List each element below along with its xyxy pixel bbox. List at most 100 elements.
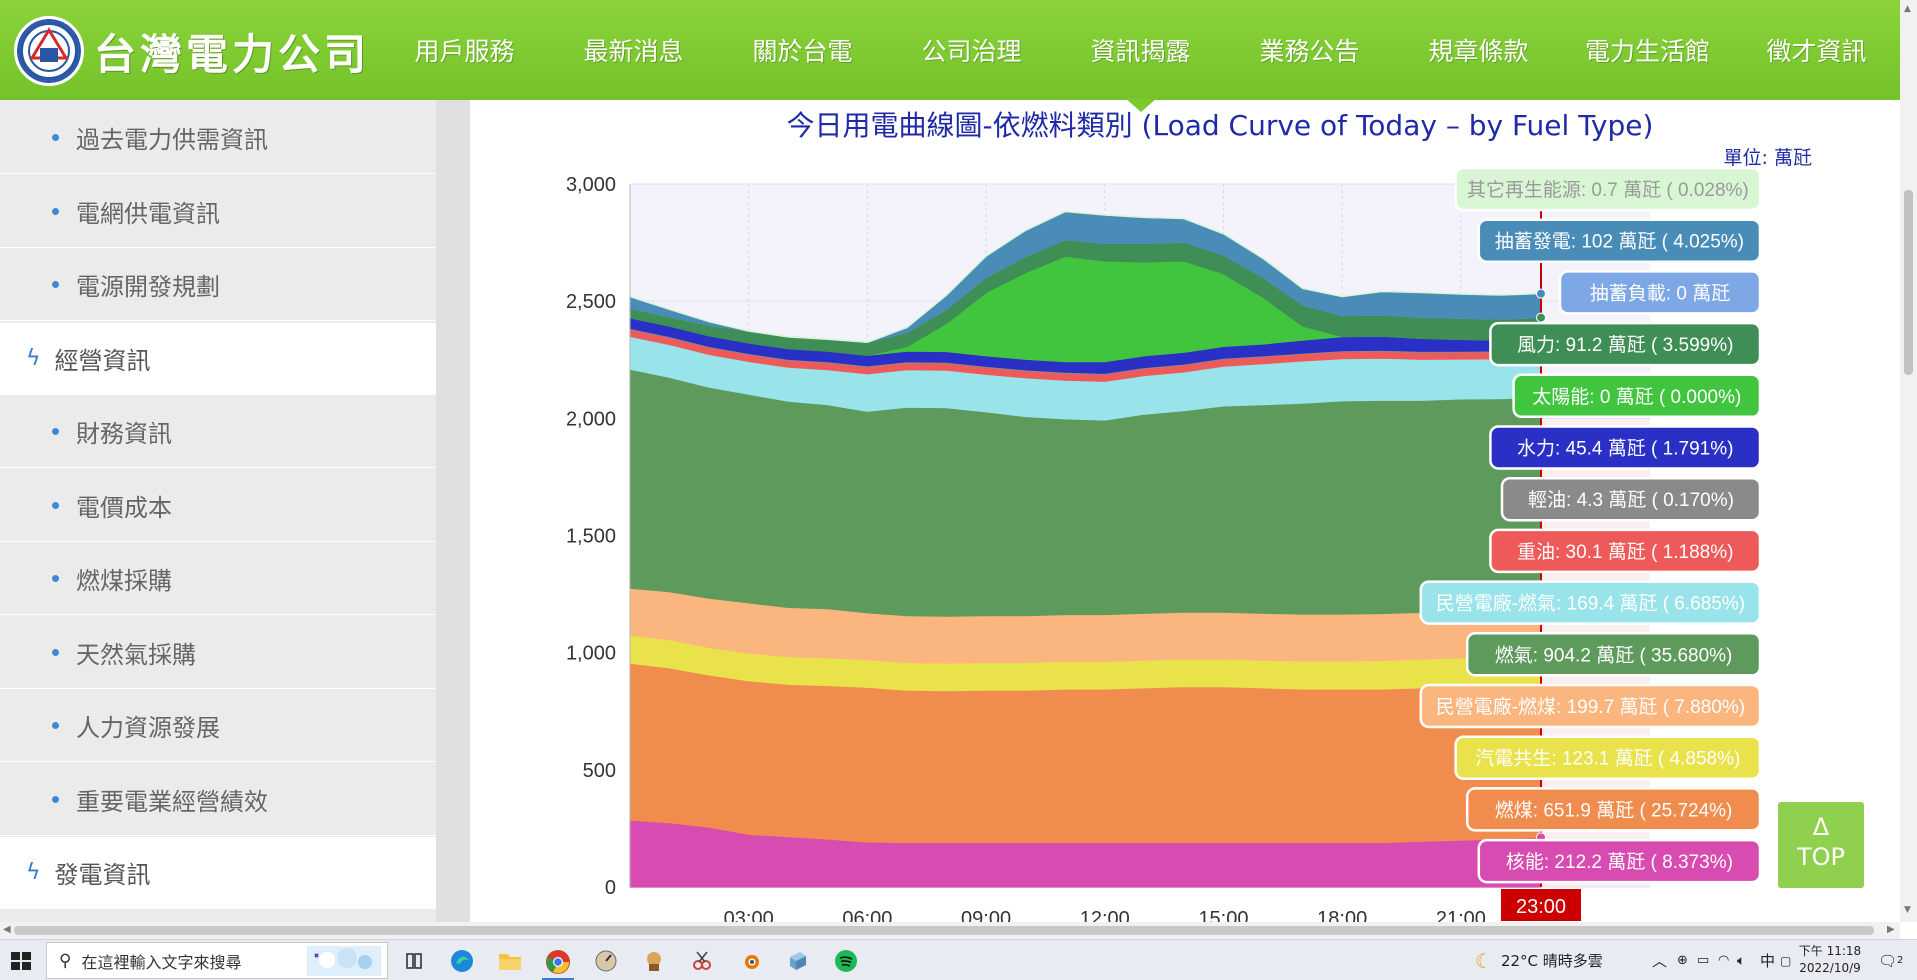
sidebar-item-4[interactable]: 財務資訊 (0, 396, 436, 468)
nav-item-8[interactable]: 徵才資訊 (1766, 37, 1867, 66)
series-tooltip-5: 民營電廠-燃氣: 169.4 萬瓩 ( 6.685%) (1419, 580, 1762, 625)
sidebar-item-8[interactable]: 人力資源發展 (0, 690, 436, 762)
tray-app-icon[interactable]: ⊕ (1677, 953, 1688, 968)
tooltip-box[interactable] (1465, 787, 1762, 832)
y-tick-label: 3,000 (566, 174, 616, 196)
nav-item-2[interactable]: 關於台電 (752, 37, 853, 66)
vertical-scrollbar[interactable]: ▲ ▼ (1900, 0, 1917, 922)
vertical-scroll-thumb[interactable] (1904, 190, 1913, 375)
tooltip-text: 核能: 212.2 萬瓩 ( 8.373%) (1506, 851, 1733, 873)
ime-mode-icon[interactable]: ▢ (1780, 953, 1792, 968)
battery-icon[interactable]: ▭ (1697, 953, 1710, 968)
sidebar-item-2[interactable]: 電源開發規劃 (0, 249, 436, 321)
tooltip-box[interactable] (1477, 218, 1762, 263)
tray-chevron-icon[interactable]: ︿ (1652, 952, 1668, 970)
bullet-dot-icon (52, 648, 59, 656)
tooltip-text: 燃煤: 651.9 萬瓩 ( 25.724%) (1495, 799, 1733, 821)
tooltip-box[interactable] (1500, 476, 1762, 522)
windows-taskbar: ⚲ 在這裡輸入文字來搜尋 ☾ 22°C 晴時多雲 ︿ ⊕ ▭ (0, 939, 1917, 980)
series-tooltip-4: 燃氣: 904.2 萬瓩 ( 35.680%) (1465, 632, 1762, 677)
tooltip-box[interactable] (1477, 838, 1762, 884)
nav-item-3[interactable]: 公司治理 (921, 37, 1022, 66)
tooltip-box[interactable] (1489, 425, 1762, 470)
sidebar-item-label: 天然氣採購 (76, 640, 196, 669)
scroll-right-icon[interactable]: ▶ (1887, 924, 1895, 935)
tooltip-box[interactable] (1454, 166, 1762, 212)
sidebar-item-0[interactable]: 過去電力供需資訊 (0, 102, 436, 174)
task-view-icon[interactable] (398, 945, 430, 977)
sidebar-item-6[interactable]: 燃煤採購 (0, 543, 436, 615)
tooltip-box[interactable] (1489, 321, 1762, 367)
sidebar-item-5[interactable]: 電價成本 (0, 470, 436, 542)
tooltip-box[interactable] (1512, 373, 1762, 419)
weather-widget[interactable]: ☾ 22°C 晴時多雲 (1475, 940, 1603, 980)
sidebar-item-label: 電網供電資訊 (76, 199, 220, 228)
horizontal-scroll-thumb[interactable] (14, 926, 1874, 935)
nav-item-5[interactable]: 業務公告 (1259, 37, 1360, 66)
taskbar-clock[interactable]: 下午 11:18 2022/10/9 (1795, 943, 1865, 977)
scroll-up-icon[interactable]: ▲ (1904, 4, 1911, 14)
app-character-icon[interactable] (638, 945, 670, 977)
sidebar-item-label: 重要電業經營績效 (76, 787, 268, 816)
weather-moon-icon: ☾ (1475, 948, 1493, 973)
blender-icon[interactable] (734, 945, 766, 977)
app-dial-icon[interactable] (590, 945, 622, 977)
y-tick-label: 2,000 (566, 408, 616, 430)
area-series-1[interactable] (629, 662, 1541, 844)
top-button-label: TOP (1796, 843, 1846, 871)
series-tooltip-0: 核能: 212.2 萬瓩 ( 8.373%) (1477, 838, 1762, 884)
back-to-top-button[interactable]: Δ TOP (1778, 802, 1864, 888)
clock-date: 2022/10/9 (1799, 961, 1861, 975)
wifi-icon[interactable]: ◠ (1718, 953, 1730, 968)
chart-title: 今日用電曲線圖-依燃料類別 (Load Curve of Today – by … (786, 109, 1654, 142)
tooltip-box[interactable] (1419, 580, 1762, 625)
app-box-icon[interactable] (782, 945, 814, 977)
sidebar-item-9[interactable]: 重要電業經營績效 (0, 764, 436, 836)
nav-item-1[interactable]: 最新消息 (583, 37, 684, 66)
tooltip-box[interactable] (1419, 683, 1762, 729)
edge-browser-icon[interactable] (446, 945, 478, 977)
tooltip-text: 風力: 91.2 萬瓩 ( 3.599%) (1517, 334, 1733, 356)
x-tick-label: 03:00 (724, 908, 774, 922)
horizontal-scrollbar[interactable]: ◀ ▶ (0, 922, 1900, 939)
file-explorer-icon[interactable] (494, 945, 526, 977)
series-tooltip-2: 汽電共生: 123.1 萬瓩 ( 4.858%) (1454, 735, 1762, 780)
sidebar-item-7[interactable]: 天然氣採購 (0, 617, 436, 689)
search-highlight-art-icon (307, 946, 381, 976)
nav-item-0[interactable]: 用戶服務 (414, 37, 515, 66)
app-snip-icon[interactable] (686, 945, 718, 977)
y-tick-label: 0 (605, 877, 616, 899)
site-logo[interactable]: 台灣電力公司 (14, 16, 370, 86)
load-curve-chart[interactable]: 0 500 1,000 1,500 2,000 2,500 3,000 03:00 06:00 0… (470, 160, 1830, 922)
scroll-down-icon[interactable]: ▼ (1904, 905, 1911, 915)
spotify-icon[interactable] (830, 945, 862, 977)
sidebar-item-label: 過去電力供需資訊 (76, 126, 268, 154)
sidebar-item-label: 電價成本 (76, 493, 172, 522)
taskbar-search-box[interactable]: ⚲ 在這裡輸入文字來搜尋 (46, 942, 388, 979)
sidebar-item-10[interactable]: ϟ 發電資訊 (0, 837, 436, 909)
x-tick-label: 21:00 (1436, 908, 1486, 922)
tooltip-box[interactable] (1489, 528, 1762, 574)
weather-text: 22°C 晴時多雲 (1500, 952, 1603, 970)
tooltip-text: 燃氣: 904.2 萬瓩 ( 35.680%) (1495, 644, 1733, 666)
notification-count: 2 (1897, 955, 1904, 966)
volume-icon[interactable]: 🔈︎ (1737, 952, 1746, 969)
tooltip-box[interactable] (1558, 270, 1762, 315)
scroll-left-icon[interactable]: ◀ (3, 924, 11, 935)
nav-item-7[interactable]: 電力生活館 (1584, 37, 1710, 66)
y-tick-label: 2,500 (566, 291, 616, 313)
windows-start-icon[interactable] (8, 948, 34, 974)
sidebar-item-1[interactable]: 電網供電資訊 (0, 176, 436, 248)
bullet-dot-icon (52, 428, 59, 435)
y-tick-label: 1,500 (566, 526, 616, 548)
nav-item-6[interactable]: 規章條款 (1428, 37, 1529, 66)
tooltip-box[interactable] (1465, 632, 1762, 677)
ime-indicator[interactable]: 中 (1760, 952, 1776, 970)
nav-item-4[interactable]: 資訊揭露 (1056, 0, 1225, 112)
notification-icon[interactable]: 🗨︎ 2 (1878, 951, 1904, 970)
tooltip-box[interactable] (1454, 735, 1762, 780)
chrome-icon[interactable] (542, 945, 574, 980)
series-tooltip-6: 重油: 30.1 萬瓩 ( 1.188%) (1489, 528, 1762, 574)
sidebar-item-label: 財務資訊 (76, 420, 172, 448)
sidebar-item-3[interactable]: ϟ 經營資訊 (0, 322, 436, 395)
